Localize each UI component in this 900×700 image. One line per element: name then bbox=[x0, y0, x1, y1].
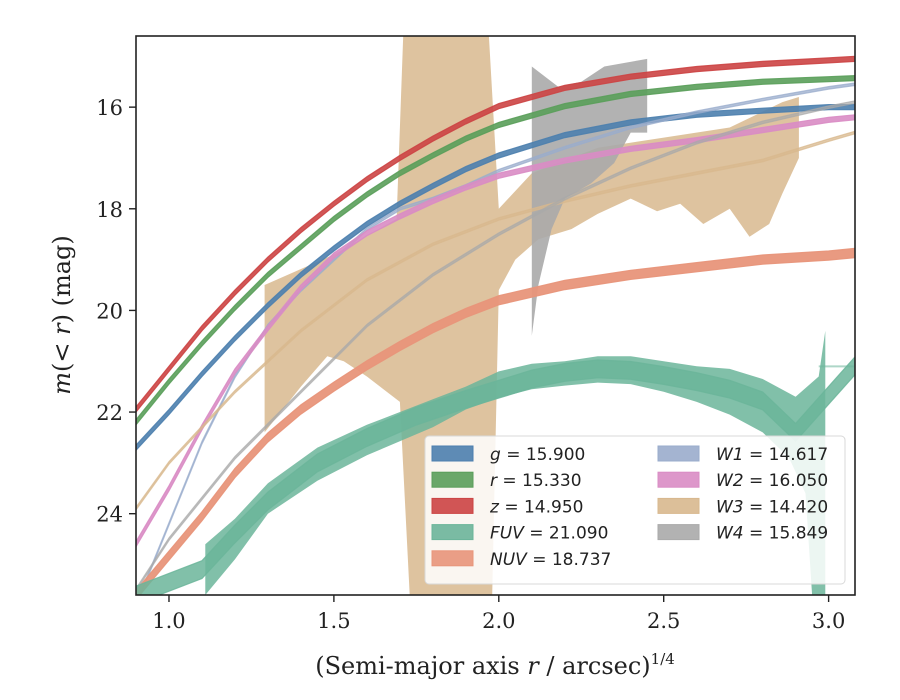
legend: g = 15.900 r = 15.330 z = 14.950 FUV = 21.0… bbox=[424, 435, 846, 585]
legend-label-W3: W3 = 14.420 bbox=[716, 497, 828, 517]
y-tick-label: 24 bbox=[96, 503, 123, 527]
x-tick-label: 1.0 bbox=[152, 609, 185, 633]
plot-data-layer bbox=[136, 36, 855, 595]
legend-label-NUV: NUV = 18.737 bbox=[490, 550, 611, 570]
y-tick-label: 18 bbox=[96, 198, 123, 222]
x-tick-label: 2.0 bbox=[482, 609, 515, 633]
x-tick-label: 2.5 bbox=[647, 609, 680, 633]
series-NUV bbox=[136, 247, 855, 595]
x-axis-label: (Semi-major axis r / arcsec)1/4 bbox=[315, 650, 675, 680]
series-FUV bbox=[136, 355, 855, 595]
legend-swatch-W2 bbox=[657, 471, 700, 488]
legend-swatch-r bbox=[431, 471, 474, 488]
series-W3 bbox=[136, 130, 855, 511]
legend-swatch-g bbox=[431, 445, 474, 462]
series-r bbox=[136, 74, 855, 426]
y-tick-label: 16 bbox=[96, 96, 123, 120]
x-tick-label: 3.0 bbox=[812, 609, 845, 633]
series-W2 bbox=[136, 114, 855, 548]
legend-swatch-FUV bbox=[431, 524, 474, 541]
legend-label-W1: W1 = 14.617 bbox=[716, 445, 828, 465]
plot-frame bbox=[135, 35, 856, 596]
legend-swatch-W3 bbox=[657, 497, 700, 514]
x-tick-label: 1.5 bbox=[317, 609, 350, 633]
y-axis-label: m(< r) (mag) bbox=[48, 235, 76, 395]
legend-swatch-W4 bbox=[657, 524, 700, 541]
series-g bbox=[136, 104, 855, 452]
legend-label-W4: W4 = 15.849 bbox=[716, 524, 828, 544]
legend-label-r: r = 15.330 bbox=[490, 471, 582, 491]
legend-swatch-z bbox=[431, 497, 474, 514]
y-tick-label: 20 bbox=[96, 299, 123, 323]
legend-label-W2: W2 = 16.050 bbox=[716, 471, 828, 491]
series-z bbox=[136, 55, 855, 414]
legend-label-g: g = 15.900 bbox=[490, 445, 585, 465]
legend-box bbox=[424, 435, 846, 585]
legend-swatch-W1 bbox=[657, 445, 700, 462]
W4-band bbox=[531, 58, 648, 336]
legend-swatch-NUV bbox=[431, 550, 474, 567]
legend-label-z: z = 14.950 bbox=[489, 497, 583, 517]
legend-label-FUV: FUV = 21.090 bbox=[490, 524, 608, 544]
axis-ticks: 1.0 1.5 2.0 2.5 3.0 16 18 20 22 24 bbox=[96, 96, 845, 633]
y-tick-label: 22 bbox=[96, 401, 123, 425]
series-W4 bbox=[136, 100, 855, 593]
